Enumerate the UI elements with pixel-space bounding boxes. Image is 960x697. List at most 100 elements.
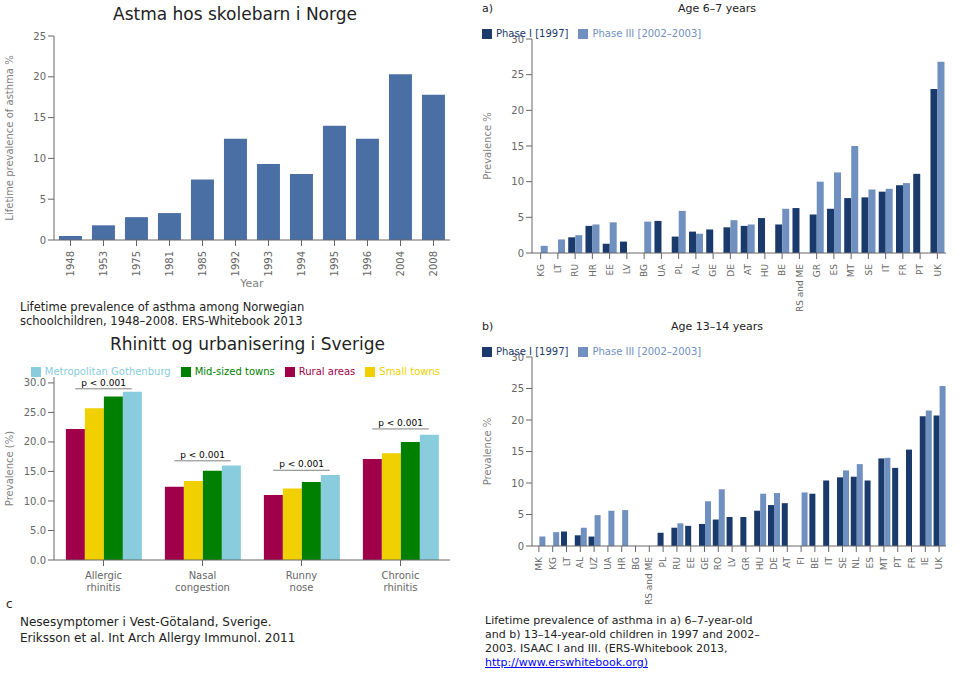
svg-text:p < 0.001: p < 0.001 [279, 459, 324, 469]
svg-text:1985: 1985 [197, 251, 208, 276]
svg-text:SE: SE [864, 264, 874, 276]
svg-text:RU: RU [570, 264, 580, 277]
svg-text:MK: MK [534, 556, 544, 571]
svg-text:UA: UA [657, 263, 667, 277]
svg-text:UK: UK [933, 263, 943, 277]
svg-text:MT: MT [846, 264, 856, 278]
svg-text:Nasalcongestion: Nasalcongestion [175, 570, 230, 593]
svg-text:RU: RU [672, 557, 682, 570]
svg-text:AT: AT [782, 557, 792, 568]
svg-text:1953: 1953 [98, 251, 109, 276]
svg-text:HU: HU [755, 557, 765, 570]
svg-text:UK: UK [934, 556, 944, 570]
svg-text:BE: BE [777, 264, 787, 276]
svg-text:DE: DE [769, 557, 779, 570]
svg-text:1996: 1996 [362, 251, 373, 276]
svg-text:20: 20 [33, 71, 46, 82]
svg-text:10: 10 [511, 478, 524, 489]
svg-text:LV: LV [622, 263, 632, 274]
svg-text:Runnynose: Runnynose [286, 570, 318, 593]
svg-text:1994: 1994 [296, 251, 307, 276]
svg-text:Allergicrhinitis: Allergicrhinitis [85, 570, 122, 593]
svg-text:20: 20 [511, 415, 524, 426]
svg-text:2004: 2004 [395, 251, 406, 276]
svg-text:PT: PT [915, 264, 925, 275]
svg-text:15: 15 [511, 141, 524, 152]
svg-text:30.0: 30.0 [24, 377, 46, 388]
svg-text:20: 20 [511, 105, 524, 116]
svg-text:Year: Year [239, 277, 264, 290]
svg-text:15.0: 15.0 [24, 466, 46, 477]
svg-text:UZ: UZ [589, 557, 599, 570]
svg-text:10: 10 [33, 153, 46, 164]
svg-text:AT: AT [743, 264, 753, 275]
svg-text:Prevalence (%): Prevalence (%) [8, 431, 15, 506]
svg-text:25.0: 25.0 [24, 407, 46, 418]
svg-text:10.0: 10.0 [24, 496, 46, 507]
svg-text:IT: IT [824, 557, 834, 566]
svg-text:HU: HU [760, 264, 770, 277]
svg-text:5: 5 [40, 194, 46, 205]
svg-text:RO: RO [713, 557, 723, 570]
svg-text:PT: PT [893, 557, 903, 568]
svg-text:PL: PL [674, 264, 684, 274]
svg-text:KG: KG [548, 557, 558, 570]
svg-text:Lifetime prevalence of asthma: Lifetime prevalence of asthma % [8, 55, 15, 220]
svg-text:MT: MT [879, 557, 889, 571]
svg-text:RS and ME: RS and ME [644, 557, 654, 605]
svg-text:RS and ME: RS and ME [795, 264, 805, 312]
svg-text:2008: 2008 [428, 251, 439, 276]
svg-text:ES: ES [829, 264, 839, 276]
svg-text:15: 15 [33, 112, 46, 123]
svg-text:BG: BG [639, 264, 649, 277]
svg-text:Chronicrhinitis: Chronicrhinitis [382, 570, 420, 593]
svg-text:LT: LT [553, 264, 563, 274]
svg-text:25: 25 [511, 69, 524, 80]
svg-text:LV: LV [727, 556, 737, 567]
svg-text:5: 5 [518, 212, 524, 223]
svg-text:1981: 1981 [164, 251, 175, 276]
svg-text:KG: KG [536, 264, 546, 277]
svg-text:SE: SE [838, 557, 848, 569]
svg-text:25: 25 [33, 31, 46, 42]
svg-text:0: 0 [40, 235, 46, 246]
svg-text:1975: 1975 [131, 251, 142, 276]
svg-text:BG: BG [631, 557, 641, 570]
svg-text:5.0: 5.0 [30, 525, 46, 536]
svg-text:Prevalence %: Prevalence % [482, 418, 493, 486]
svg-text:25: 25 [511, 383, 524, 394]
svg-text:HR: HR [617, 557, 627, 570]
svg-text:BE: BE [810, 557, 820, 569]
svg-text:0: 0 [518, 541, 524, 552]
svg-text:UA: UA [603, 556, 613, 570]
svg-text:FI: FI [796, 557, 806, 565]
svg-text:1993: 1993 [263, 251, 274, 276]
svg-text:AL: AL [691, 264, 701, 275]
svg-text:15: 15 [511, 446, 524, 457]
svg-text:AL: AL [575, 557, 585, 568]
svg-text:GE: GE [700, 557, 710, 570]
svg-text:EE: EE [686, 557, 696, 569]
svg-text:HR: HR [588, 264, 598, 277]
svg-text:PL: PL [658, 557, 668, 567]
svg-text:30: 30 [511, 34, 524, 45]
svg-text:10: 10 [511, 176, 524, 187]
svg-text:GR: GR [741, 557, 751, 570]
svg-text:0: 0 [518, 248, 524, 259]
svg-text:ES: ES [865, 557, 875, 569]
svg-text:1992: 1992 [230, 251, 241, 276]
svg-text:FR: FR [898, 264, 908, 275]
svg-text:EE: EE [605, 264, 615, 276]
svg-text:1948: 1948 [65, 251, 76, 276]
svg-text:LT: LT [562, 557, 572, 567]
svg-text:20.0: 20.0 [24, 436, 46, 447]
svg-text:IT: IT [881, 264, 891, 273]
svg-text:GR: GR [812, 264, 822, 277]
svg-text:p < 0.001: p < 0.001 [180, 450, 225, 460]
svg-text:p < 0.001: p < 0.001 [378, 418, 423, 428]
svg-text:5: 5 [518, 509, 524, 520]
svg-text:FR: FR [907, 557, 917, 568]
svg-text:IE: IE [920, 557, 930, 566]
svg-text:GE: GE [708, 264, 718, 277]
svg-text:DE: DE [726, 264, 736, 277]
